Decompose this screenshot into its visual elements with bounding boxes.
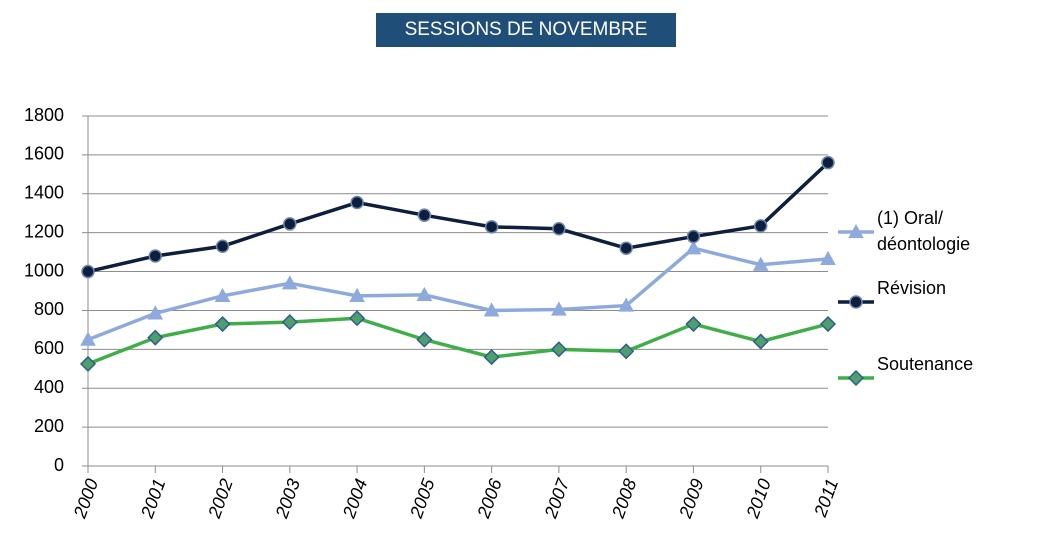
x-tick-label: 2010 xyxy=(742,476,775,521)
point xyxy=(417,208,432,222)
x-tick-label: 2004 xyxy=(338,476,371,521)
x-tick-label: 2009 xyxy=(675,476,708,521)
point xyxy=(214,287,231,302)
point xyxy=(148,249,163,263)
point xyxy=(847,369,865,387)
point xyxy=(819,315,837,333)
point xyxy=(416,331,433,348)
y-tick-label: 600 xyxy=(34,338,64,358)
point xyxy=(350,195,364,210)
point xyxy=(349,310,366,327)
legend-label: Soutenance xyxy=(877,354,974,374)
point xyxy=(752,256,769,271)
y-tick-label: 1400 xyxy=(24,183,64,203)
point xyxy=(619,241,633,255)
point xyxy=(753,219,768,233)
x-tick-label: 2011 xyxy=(810,476,842,520)
point xyxy=(283,217,297,231)
point xyxy=(484,220,499,234)
point xyxy=(618,297,635,312)
y-tick-label: 1000 xyxy=(24,260,64,280)
legend-label: Révision xyxy=(877,278,947,298)
point xyxy=(416,286,433,301)
point xyxy=(820,250,836,266)
point xyxy=(551,301,567,316)
point xyxy=(281,275,298,290)
legend-label: (1) Oral/ déontologie xyxy=(877,208,971,254)
point xyxy=(483,349,500,366)
x-tick-label: 2006 xyxy=(473,475,506,521)
point xyxy=(686,229,701,244)
point xyxy=(821,155,835,170)
y-tick-label: 1200 xyxy=(24,221,64,241)
point xyxy=(214,315,231,333)
point xyxy=(618,343,635,360)
series-line xyxy=(87,161,830,274)
point xyxy=(349,287,365,302)
y-tick-label: 0 xyxy=(54,455,64,475)
point xyxy=(685,315,702,333)
point xyxy=(79,355,97,372)
y-tick-label: 1600 xyxy=(24,144,64,164)
point xyxy=(552,222,566,236)
x-tick-label: 2002 xyxy=(204,476,237,521)
point xyxy=(81,264,95,279)
point xyxy=(281,314,298,331)
x-tick-label: 2007 xyxy=(540,475,573,521)
point xyxy=(147,305,164,320)
point xyxy=(483,302,500,317)
y-tick-label: 800 xyxy=(34,299,64,319)
point xyxy=(685,240,702,255)
y-tick-label: 400 xyxy=(34,377,64,397)
x-tick-label: 2001 xyxy=(137,476,170,521)
y-tick-label: 200 xyxy=(34,416,64,436)
point xyxy=(147,329,164,346)
point xyxy=(80,331,96,346)
series-line xyxy=(87,316,829,366)
point xyxy=(752,333,769,350)
x-tick-label: 2005 xyxy=(406,475,439,521)
point xyxy=(848,223,864,239)
series-line xyxy=(87,246,829,342)
y-tick-label: 1800 xyxy=(24,105,64,125)
point xyxy=(550,341,567,358)
chart-title: SESSIONS DE NOVEMBRE xyxy=(376,13,676,47)
point xyxy=(215,239,230,254)
point xyxy=(849,295,863,309)
x-tick-label: 2008 xyxy=(608,476,641,521)
x-tick-label: 2003 xyxy=(271,476,304,521)
x-tick-label: 2000 xyxy=(69,476,102,521)
